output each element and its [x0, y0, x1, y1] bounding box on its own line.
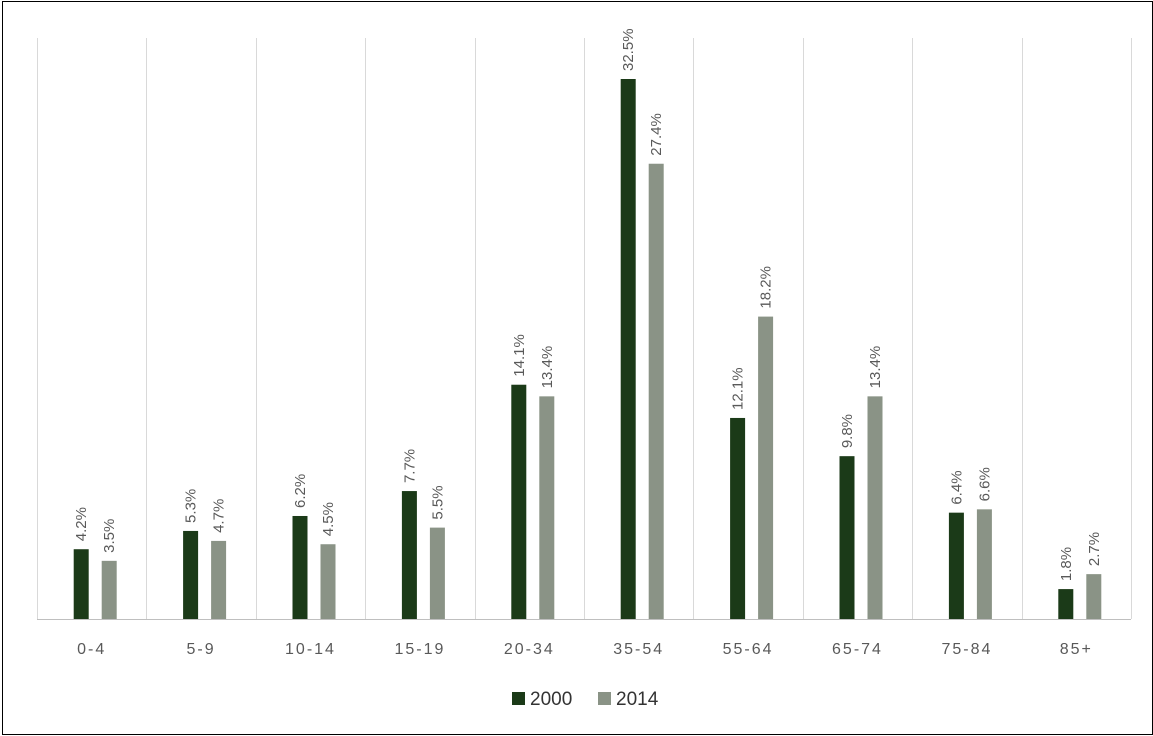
legend-label-2014: 2014 [616, 689, 659, 710]
data-label-2014-10-14: 4.5% [320, 502, 337, 536]
legend-swatch-2000 [512, 692, 525, 705]
x-tick-label: 15-19 [394, 641, 445, 658]
data-label-2014-35-54: 27.4% [648, 113, 665, 156]
bar-2000-55-64 [730, 417, 746, 619]
bar-2014-65-74 [867, 396, 883, 619]
data-label-2000-10-14: 6.2% [292, 474, 309, 508]
data-label-2014-75-84: 6.6% [976, 467, 993, 501]
gridlines [37, 38, 1132, 619]
data-label-2000-55-64: 12.1% [730, 367, 747, 410]
bar-2000-65-74 [839, 456, 855, 619]
bar-2000-0-4 [73, 549, 89, 619]
data-label-2014-85+: 2.7% [1086, 532, 1103, 566]
bar-2000-10-14 [292, 515, 308, 619]
bar-2014-75-84 [976, 509, 992, 619]
data-label-2014-5-9: 4.7% [211, 499, 228, 533]
bar-2000-85+ [1058, 589, 1074, 619]
bar-2000-35-54 [620, 79, 636, 619]
x-tick-label: 20-34 [504, 641, 555, 658]
legend: 2000 2014 [512, 689, 659, 710]
x-tick-label: 0-4 [77, 641, 106, 658]
x-tick-label: 35-54 [613, 641, 664, 658]
bar-chart: 4.2% 3.5% 5.3% 4.7% 6.2% 4.5% 7.7% 5.5% 14.1% 13.… [37, 28, 1132, 710]
data-label-2000-35-54: 32.5% [620, 28, 637, 71]
data-label-2014-0-4: 3.5% [101, 519, 118, 553]
data-label-2000-20-34: 14.1% [511, 334, 528, 377]
x-tick-label: 75-84 [941, 641, 992, 658]
data-label-2014-55-64: 18.2% [758, 266, 775, 309]
data-label-2000-85+: 1.8% [1058, 547, 1075, 581]
x-tick-label: 65-74 [832, 641, 883, 658]
bar-2014-5-9 [211, 540, 227, 619]
bar-2000-5-9 [183, 530, 199, 619]
bar-2014-35-54 [648, 163, 664, 619]
data-label-2000-65-74: 9.8% [839, 414, 856, 448]
data-labels: 4.2% 3.5% 5.3% 4.7% 6.2% 4.5% 7.7% 5.5% 14.1% 13.… [73, 28, 1103, 581]
x-tick-labels: 0-4 5-9 10-14 15-19 20-34 35-54 55-64 65-74 75-8… [77, 641, 1093, 658]
bar-2014-10-14 [320, 544, 336, 619]
x-tick-label: 55-64 [723, 641, 774, 658]
bar-2014-85+ [1086, 574, 1102, 619]
bar-2014-55-64 [758, 316, 774, 619]
bar-2014-15-19 [429, 527, 445, 619]
bar-2014-0-4 [101, 560, 117, 619]
bar-2014-20-34 [539, 396, 555, 619]
data-label-2014-65-74: 13.4% [867, 346, 884, 389]
bar-2000-15-19 [401, 491, 417, 619]
data-label-2000-5-9: 5.3% [183, 489, 200, 523]
data-label-2014-20-34: 13.4% [539, 346, 556, 389]
legend-label-2000: 2000 [530, 689, 572, 710]
data-label-2000-15-19: 7.7% [401, 449, 418, 483]
bars [73, 79, 1102, 619]
data-label-2000-75-84: 6.4% [948, 470, 965, 504]
x-tick-label: 10-14 [285, 641, 336, 658]
legend-swatch-2014 [598, 692, 611, 705]
x-tick-label: 85+ [1060, 641, 1093, 658]
bar-2000-20-34 [511, 384, 527, 619]
data-label-2014-15-19: 5.5% [429, 485, 446, 519]
x-tick-label: 5-9 [187, 641, 216, 658]
bar-2000-75-84 [948, 512, 964, 619]
data-label-2000-0-4: 4.2% [73, 507, 90, 541]
